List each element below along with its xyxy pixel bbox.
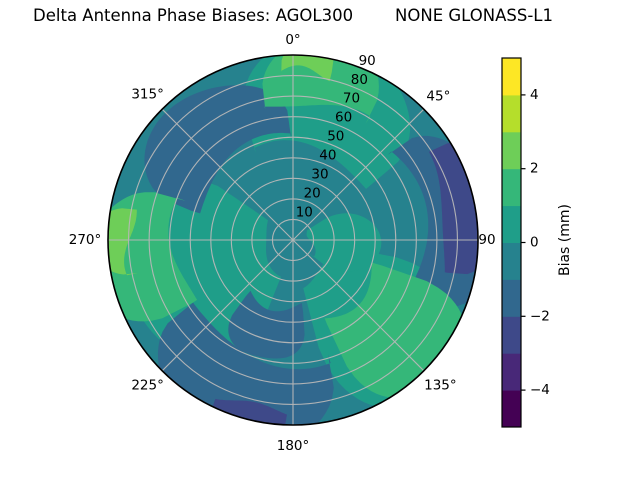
contour-region-inner-right-teal-green <box>304 213 382 272</box>
azimuth-gridline <box>161 108 294 241</box>
colorbar-band <box>502 205 521 243</box>
colorbar-band <box>502 316 521 354</box>
colorbar-tick-label: 4 <box>530 87 539 103</box>
colorbar-tick-label: −2 <box>530 308 550 324</box>
azimuth-tick-label: 45° <box>426 89 450 105</box>
figure-title: Delta Antenna Phase Biases: AGOL300 NONE… <box>33 6 553 25</box>
azimuth-gridline <box>292 239 425 372</box>
radial-tick-labels: 10 20 30 40 50 60 70 80 90 <box>296 53 376 221</box>
colorbar: −4 −2 0 2 4 Bias (mm) <box>501 57 573 428</box>
colorbar-band <box>502 390 521 428</box>
colorbar-axis-label: Bias (mm) <box>557 204 573 276</box>
radial-tick-label: 30 <box>311 167 328 183</box>
radial-tick-label: 80 <box>351 72 368 88</box>
colorbar-tick-label: 2 <box>530 161 539 177</box>
colorbar-band <box>502 242 521 280</box>
azimuth-tick-label: 0° <box>285 32 300 48</box>
azimuth-tick-labels: 0° 45° 90 135° 180° 225° 270° 315° <box>69 32 496 454</box>
colorbar-band <box>502 279 521 317</box>
contour-region-below-center-blue-blob <box>228 290 305 359</box>
contour-region-right-edge-dark-core <box>428 142 478 275</box>
azimuth-tick-label: 180° <box>277 438 310 454</box>
contour-region-bottom-edge-dark-sliver <box>210 398 287 425</box>
azimuth-tick-label: 315° <box>131 87 164 103</box>
colorbar-tick-label: 0 <box>530 235 539 251</box>
polar-outline <box>107 54 479 426</box>
azimuth-gridline <box>292 108 425 241</box>
radial-tick-label: 90 <box>359 53 376 69</box>
colorbar-band <box>502 353 521 391</box>
azimuth-tick-label: 90 <box>478 232 495 248</box>
radial-tick-label: 20 <box>304 186 321 202</box>
azimuth-tick-label: 225° <box>131 377 164 393</box>
radial-tick-label: 60 <box>335 110 352 126</box>
colorbar-tick-label: −4 <box>530 382 550 398</box>
colorbar-band <box>502 94 521 133</box>
contour-region-left-lime-sliver <box>108 208 138 276</box>
radial-tick-label: 50 <box>327 129 344 145</box>
azimuth-gridline <box>161 239 294 372</box>
contour-region-upper-left-blue-arc <box>144 85 292 214</box>
azimuth-tick-label: 135° <box>424 377 457 393</box>
radial-tick-label: 70 <box>343 91 360 107</box>
azimuth-tick-label: 270° <box>69 232 102 248</box>
colorbar-band <box>502 58 521 96</box>
colorbar-band <box>502 168 521 207</box>
colorbar-band <box>502 131 521 170</box>
contour-region-top-lime-sliver <box>281 55 334 82</box>
radial-tick-label: 40 <box>319 148 336 164</box>
polar-grid <box>107 54 479 426</box>
radial-tick-label: 10 <box>296 205 313 221</box>
